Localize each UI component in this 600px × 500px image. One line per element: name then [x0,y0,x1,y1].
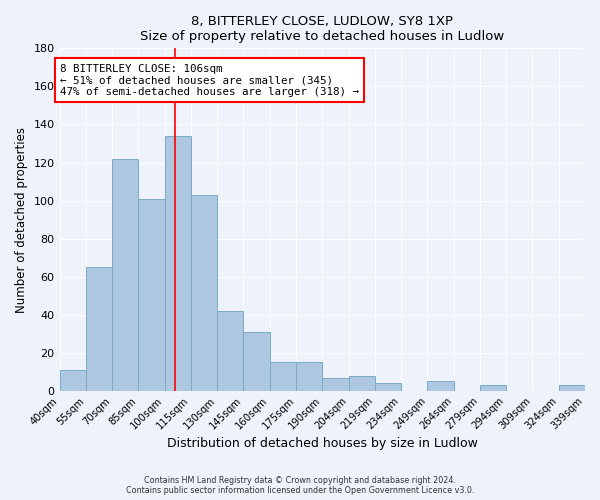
Bar [244,332,270,391]
Bar [559,386,585,391]
Bar [86,267,112,391]
Bar [427,382,454,391]
Bar [191,195,217,391]
Bar [375,384,401,391]
Bar [164,136,191,391]
Title: 8, BITTERLEY CLOSE, LUDLOW, SY8 1XP
Size of property relative to detached houses: 8, BITTERLEY CLOSE, LUDLOW, SY8 1XP Size… [140,15,505,43]
Bar [480,386,506,391]
Bar [217,311,244,391]
Bar [349,376,375,391]
Bar [296,362,322,391]
Y-axis label: Number of detached properties: Number of detached properties [15,126,28,312]
Bar [322,378,349,391]
Text: 8 BITTERLEY CLOSE: 106sqm
← 51% of detached houses are smaller (345)
47% of semi: 8 BITTERLEY CLOSE: 106sqm ← 51% of detac… [60,64,359,97]
Bar [112,158,139,391]
Text: Contains HM Land Registry data © Crown copyright and database right 2024.
Contai: Contains HM Land Registry data © Crown c… [126,476,474,495]
Bar [270,362,296,391]
Bar [139,198,164,391]
X-axis label: Distribution of detached houses by size in Ludlow: Distribution of detached houses by size … [167,437,478,450]
Bar [59,370,86,391]
